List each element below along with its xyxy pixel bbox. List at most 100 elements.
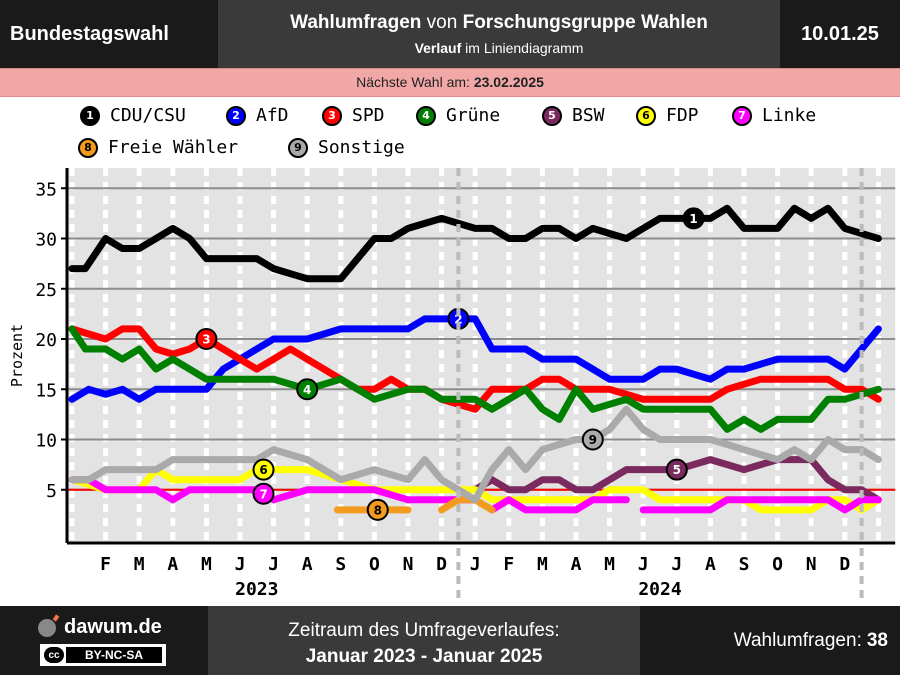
title-part-b: von xyxy=(421,12,463,33)
series-marker-4: 4 xyxy=(296,378,319,401)
x-tick-label: A xyxy=(302,554,313,575)
range-value: Januar 2023 - Januar 2025 xyxy=(305,646,543,667)
y-axis-label: Prozent xyxy=(8,324,26,387)
footer-brand: dawum.de cc BY-NC-SA xyxy=(0,606,208,675)
series-marker-number: 7 xyxy=(259,487,267,501)
series-line-9 xyxy=(68,405,882,504)
legend-label: Linke xyxy=(762,105,817,126)
series-line-1 xyxy=(68,204,882,283)
legend-item-6: 6 FDP xyxy=(636,105,699,126)
x-tick-label: M xyxy=(604,554,615,575)
subtitle-part-a: Verlauf xyxy=(414,40,462,56)
legend-label: AfD xyxy=(256,105,289,126)
brand-link[interactable]: dawum.de xyxy=(38,616,162,639)
election-type-label: Bundestagswahl xyxy=(10,22,169,45)
bomb-icon xyxy=(38,618,56,637)
header-date: 10.01.25 xyxy=(780,0,900,68)
series-marker-circle xyxy=(682,207,705,230)
x-tick-label: O xyxy=(772,554,783,575)
y-tick-label: 15 xyxy=(35,380,57,401)
series-line-4 xyxy=(68,325,882,433)
x-tick-label: A xyxy=(705,554,716,575)
legend-label: FDP xyxy=(666,105,699,126)
series-line-2 xyxy=(68,315,882,403)
range-label: Zeitraum des Umfrageverlaufes: xyxy=(288,620,560,641)
header-election-type: Bundestagswahl xyxy=(0,0,218,68)
license-text: BY-NC-SA xyxy=(66,647,162,663)
series-marker-8: 8 xyxy=(366,498,389,521)
series-marker-circle xyxy=(581,428,604,451)
x-tick-label: M xyxy=(134,554,145,575)
y-tick-label: 35 xyxy=(35,179,57,200)
subtitle-part-b: im Liniendiagramm xyxy=(461,40,584,56)
x-tick-label: S xyxy=(739,554,750,575)
series-marker-number: 8 xyxy=(374,503,382,517)
y-tick-label: 10 xyxy=(35,431,57,452)
series-marker-1: 1 xyxy=(682,207,705,230)
legend-marker: 6 xyxy=(636,105,656,126)
legend-item-9: 9 Sonstige xyxy=(288,137,405,158)
chart-legend: 1 CDU/CSU 2 AfD 3 SPD 4 Grüne 5 BSW 6 FDP 7 Linke 8 Fre… xyxy=(0,100,900,162)
series-marker-circle xyxy=(195,328,218,350)
legend-marker: 1 xyxy=(80,105,100,126)
legend-label: Sonstige xyxy=(318,137,405,158)
page-subtitle: Verlauf im Liniendiagramm xyxy=(218,40,780,56)
license-badge[interactable]: cc BY-NC-SA xyxy=(40,644,166,666)
series-marker-circle xyxy=(252,458,275,481)
title-part-a: Wahlumfragen xyxy=(290,12,422,33)
legend-marker: 8 xyxy=(78,137,98,158)
x-tick-label: J xyxy=(470,554,481,575)
series-marker-6: 6 xyxy=(252,458,275,481)
series-line-8 xyxy=(438,496,496,514)
x-tick-label: J xyxy=(268,554,279,575)
series-marker-number: 9 xyxy=(589,433,597,447)
year-label: 2024 xyxy=(638,579,682,600)
x-tick-label: N xyxy=(806,554,817,575)
footer-range: Zeitraum des Umfrageverlaufes: Januar 20… xyxy=(208,606,640,675)
x-tick-label: J xyxy=(671,554,682,575)
y-tick-label: 25 xyxy=(35,280,57,301)
series-marker-7: 7 xyxy=(252,482,275,505)
x-tick-label: A xyxy=(167,554,178,575)
series-line-7 xyxy=(488,496,630,514)
x-tick-label: F xyxy=(100,554,111,575)
series-marker-number: 6 xyxy=(259,463,267,477)
series-marker-number: 4 xyxy=(303,383,311,397)
title-part-institute: Forschungsgruppe Wahlen xyxy=(462,12,708,33)
series-marker-3: 3 xyxy=(195,328,218,350)
x-tick-label: A xyxy=(571,554,582,575)
brand-name: dawum.de xyxy=(64,616,162,638)
series-marker-circle xyxy=(366,498,389,521)
legend-item-4: 4 Grüne xyxy=(416,105,500,126)
cc-icon: cc xyxy=(44,647,64,663)
next-election-date: 23.02.2025 xyxy=(473,74,544,90)
legend-label: Grüne xyxy=(446,105,501,126)
series-marker-9: 9 xyxy=(581,428,604,451)
x-tick-label: F xyxy=(503,554,514,575)
legend-label: BSW xyxy=(572,105,605,126)
x-tick-label: O xyxy=(369,554,380,575)
legend-marker: 3 xyxy=(322,105,342,126)
year-label: 2023 xyxy=(235,579,278,600)
series-marker-5: 5 xyxy=(665,458,688,481)
x-tick-label: D xyxy=(839,554,850,575)
legend-item-1: 1 CDU/CSU xyxy=(80,105,186,126)
series-marker-number: 5 xyxy=(673,463,681,477)
series-marker-circle xyxy=(665,458,688,481)
x-tick-label: S xyxy=(335,554,346,575)
x-tick-label: M xyxy=(537,554,548,575)
page-title: Wahlumfragen von Forschungsgruppe Wahlen xyxy=(218,12,780,34)
footer-poll-count: Wahlumfragen: 38 xyxy=(640,606,900,675)
legend-item-3: 3 SPD xyxy=(322,105,385,126)
poll-count-value: 38 xyxy=(866,629,888,651)
series-marker-number: 3 xyxy=(202,333,210,347)
x-tick-label: J xyxy=(638,554,649,575)
series-marker-circle xyxy=(252,482,275,505)
legend-marker: 2 xyxy=(226,105,246,126)
poll-count-label: Wahlumfragen: xyxy=(733,629,862,651)
x-tick-label: N xyxy=(403,554,414,575)
next-election-label: Nächste Wahl am: xyxy=(356,74,474,90)
legend-label: CDU/CSU xyxy=(110,105,186,126)
header-title-block: Wahlumfragen von Forschungsgruppe Wahlen… xyxy=(218,0,780,68)
series-marker-circle xyxy=(296,378,319,401)
